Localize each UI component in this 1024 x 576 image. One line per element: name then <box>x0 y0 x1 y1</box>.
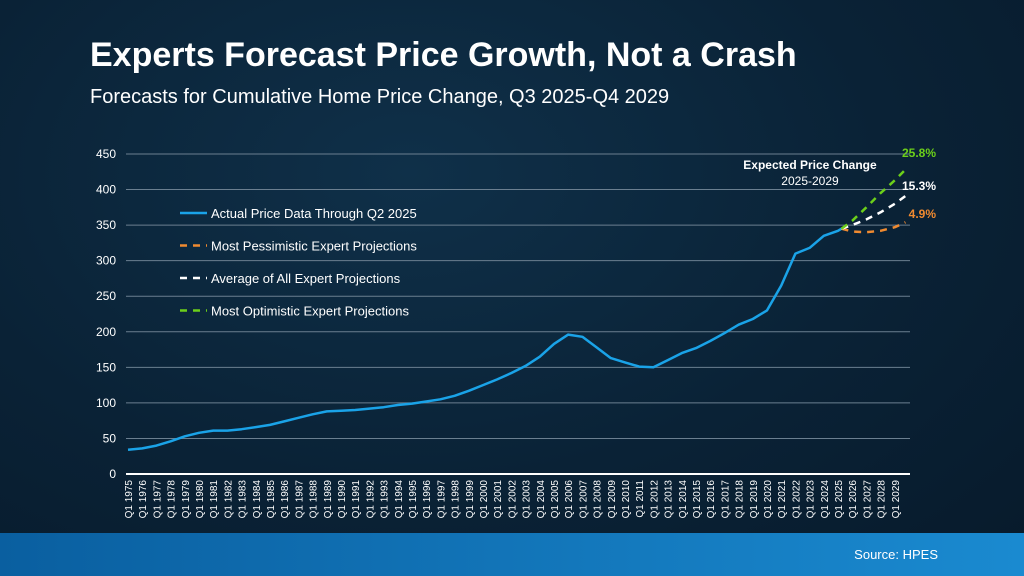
x-tick-label: Q1 1987 <box>294 480 305 519</box>
x-tick-label: Q1 1978 <box>167 480 178 519</box>
x-tick-label: Q1 1994 <box>394 480 405 519</box>
series-line-3 <box>840 168 907 230</box>
y-tick-label: 350 <box>96 218 116 232</box>
y-tick-label: 100 <box>96 396 116 410</box>
x-tick-label: Q1 1981 <box>209 480 220 519</box>
y-tick-label: 250 <box>96 289 116 303</box>
x-tick-label: Q1 2027 <box>862 480 873 519</box>
x-tick-label: Q1 1979 <box>181 480 192 519</box>
x-tick-label: Q1 2026 <box>848 480 859 519</box>
end-value-label: 15.3% <box>902 179 936 193</box>
x-tick-label: Q1 2013 <box>664 480 675 519</box>
x-tick-label: Q1 2006 <box>564 480 575 519</box>
x-tick-label: Q1 1996 <box>422 480 433 519</box>
x-tick-label: Q1 2010 <box>621 480 632 519</box>
x-tick-label: Q1 1998 <box>451 480 462 519</box>
y-tick-label: 50 <box>103 431 117 445</box>
y-tick-label: 150 <box>96 360 116 374</box>
x-tick-label: Q1 1980 <box>195 480 206 519</box>
y-tick-label: 300 <box>96 254 116 268</box>
annotation-subtitle: 2025-2029 <box>781 174 839 188</box>
source-label: Source: HPES <box>854 547 938 562</box>
x-tick-label: Q1 2021 <box>777 480 788 519</box>
x-tick-label: Q1 1986 <box>280 480 291 519</box>
x-tick-label: Q1 1984 <box>252 480 263 519</box>
chart-subtitle: Forecasts for Cumulative Home Price Chan… <box>90 86 670 108</box>
x-tick-label: Q1 2023 <box>806 480 817 519</box>
x-tick-label: Q1 2017 <box>720 480 731 519</box>
x-tick-label: Q1 2001 <box>493 480 504 519</box>
chart-title: Experts Forecast Price Growth, Not a Cra… <box>90 36 797 74</box>
annotation-title: Expected Price Change <box>743 158 877 172</box>
end-value-label: 4.9% <box>909 207 937 221</box>
x-tick-label: Q1 1991 <box>351 480 362 519</box>
x-tick-label: Q1 2007 <box>578 480 589 519</box>
x-tick-label: Q1 2020 <box>763 480 774 519</box>
x-tick-label: Q1 2009 <box>607 480 618 519</box>
y-tick-label: 200 <box>96 325 116 339</box>
x-tick-label: Q1 1993 <box>380 480 391 519</box>
x-tick-label: Q1 2004 <box>536 480 547 519</box>
x-tick-label: Q1 2024 <box>820 480 831 519</box>
end-value-label: 25.8% <box>902 146 936 160</box>
x-tick-label: Q1 1989 <box>323 480 334 519</box>
y-tick-label: 0 <box>109 467 116 481</box>
x-tick-label: Q1 1997 <box>436 480 447 519</box>
y-tick-label: 400 <box>96 183 116 197</box>
x-tick-label: Q1 2028 <box>877 480 888 519</box>
legend-label: Most Optimistic Expert Projections <box>211 304 409 319</box>
x-tick-label: Q1 1977 <box>152 480 163 519</box>
series-line-0 <box>127 227 843 452</box>
x-tick-label: Q1 2015 <box>692 480 703 519</box>
legend-label: Average of All Expert Projections <box>211 271 401 286</box>
x-tick-label: Q1 2002 <box>507 480 518 519</box>
x-tick-label: Q1 2014 <box>678 480 689 519</box>
x-tick-label: Q1 1990 <box>337 480 348 519</box>
x-tick-label: Q1 2029 <box>891 480 902 519</box>
x-tick-label: Q1 2022 <box>791 480 802 519</box>
y-tick-label: 450 <box>96 147 116 161</box>
footer-bar: Source: HPES <box>0 533 1024 576</box>
legend-label: Most Pessimistic Expert Projections <box>211 239 417 254</box>
x-tick-label: Q1 2025 <box>834 480 845 519</box>
x-tick-label: Q1 2016 <box>706 480 717 519</box>
x-tick-label: Q1 1999 <box>465 480 476 519</box>
x-tick-label: Q1 1982 <box>223 480 234 519</box>
x-tick-label: Q1 2003 <box>522 480 533 519</box>
x-tick-label: Q1 2005 <box>550 480 561 519</box>
x-tick-label: Q1 1988 <box>309 480 320 519</box>
x-tick-label: Q1 1985 <box>266 480 277 519</box>
x-tick-label: Q1 2008 <box>593 480 604 519</box>
x-tick-label: Q1 1995 <box>408 480 419 519</box>
series-line-1 <box>841 221 906 234</box>
x-tick-label: Q1 1976 <box>138 480 149 519</box>
legend-label: Actual Price Data Through Q2 2025 <box>211 206 417 221</box>
x-tick-label: Q1 2011 <box>635 480 646 518</box>
x-tick-label: Q1 2000 <box>479 480 490 519</box>
x-tick-label: Q1 1983 <box>238 480 249 519</box>
x-tick-label: Q1 2018 <box>735 480 746 519</box>
x-tick-label: Q1 1992 <box>365 480 376 519</box>
x-tick-label: Q1 1975 <box>124 480 135 519</box>
x-tick-label: Q1 2019 <box>749 480 760 519</box>
x-tick-label: Q1 2012 <box>649 480 660 519</box>
